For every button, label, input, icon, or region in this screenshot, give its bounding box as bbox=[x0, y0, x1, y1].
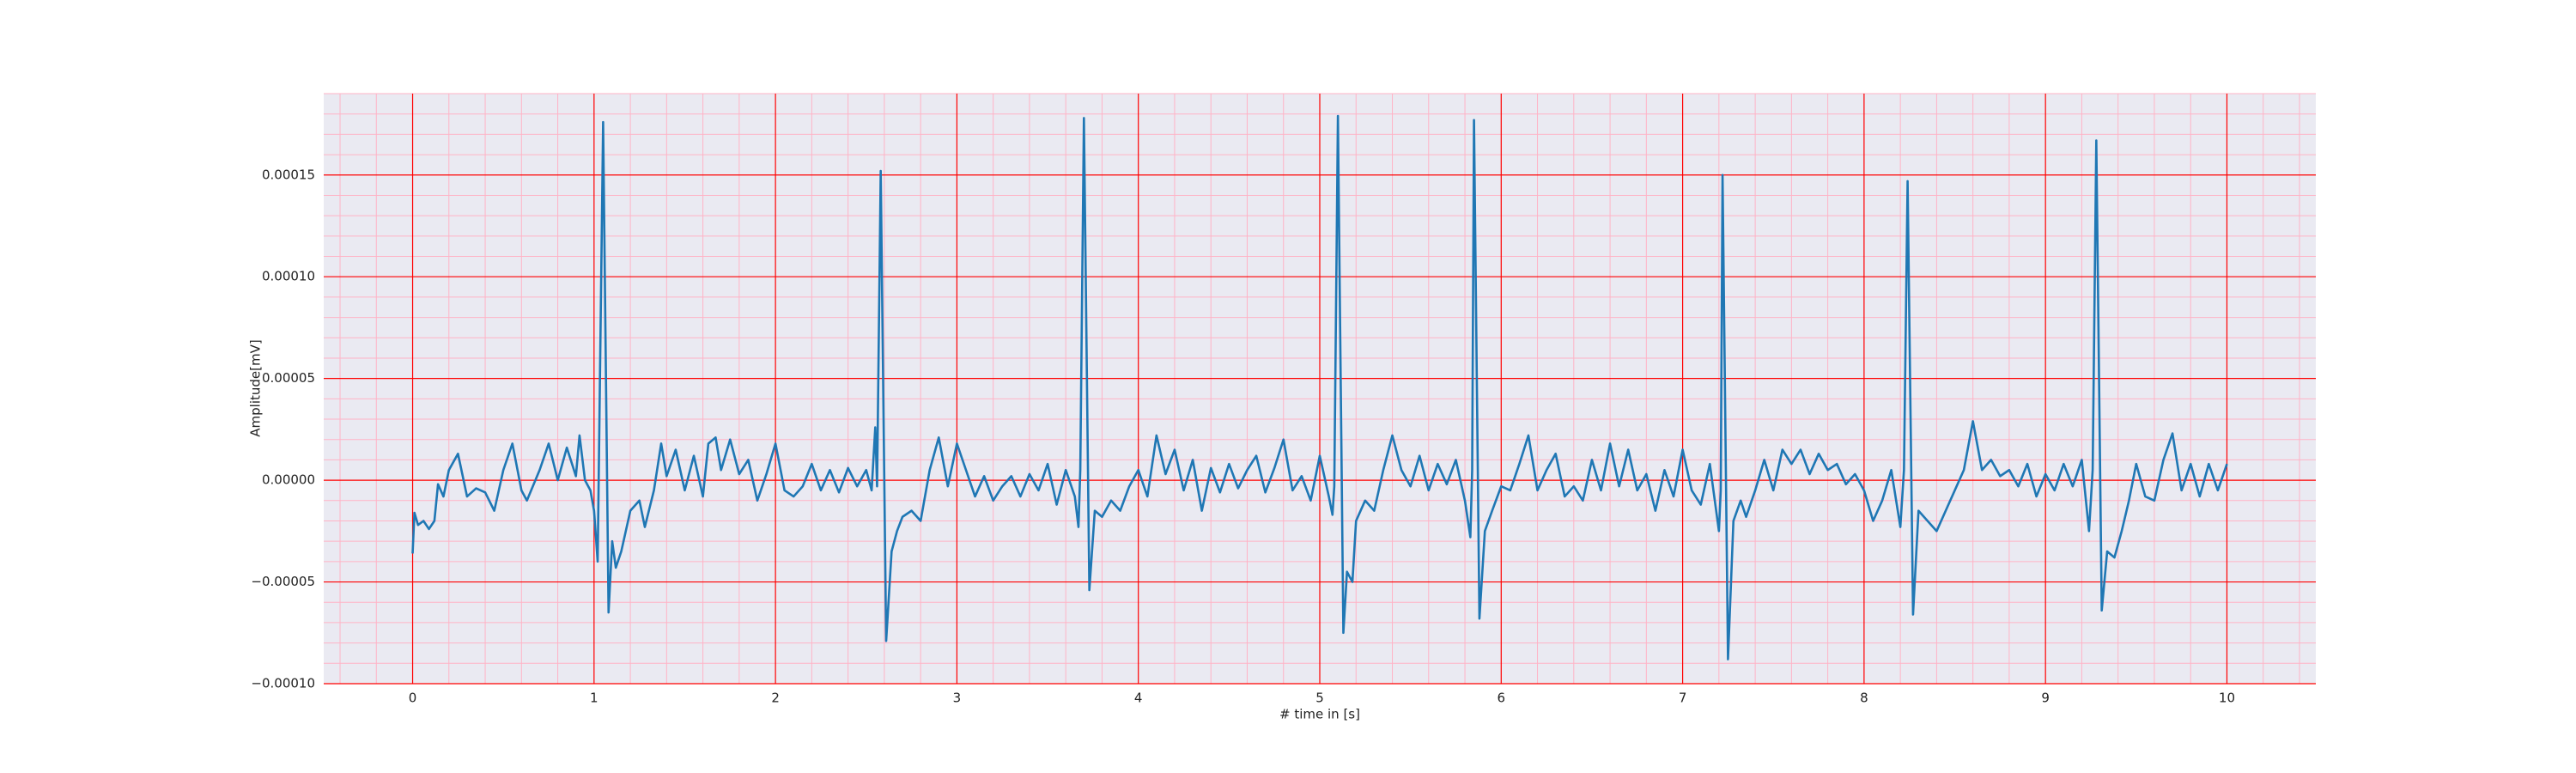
y-tick-label: 0.00000 bbox=[262, 472, 315, 488]
y-tick-label: 0.00005 bbox=[262, 370, 315, 386]
x-tick-label: 2 bbox=[771, 691, 780, 706]
x-tick-label: 1 bbox=[590, 691, 598, 706]
x-tick-label: 3 bbox=[953, 691, 962, 706]
x-tick-label: 5 bbox=[1315, 691, 1324, 706]
x-tick-label: 7 bbox=[1679, 691, 1687, 706]
y-tick-label: 0.00015 bbox=[262, 167, 315, 182]
signal-line bbox=[411, 114, 2228, 660]
x-axis-label: # time in [s] bbox=[1279, 707, 1360, 722]
x-tick-label: 4 bbox=[1134, 691, 1143, 706]
x-tick-label: 8 bbox=[1860, 691, 1868, 706]
y-tick-label: −0.00005 bbox=[251, 574, 315, 589]
y-tick-label: −0.00010 bbox=[251, 676, 315, 691]
y-tick-label: 0.00010 bbox=[262, 269, 315, 284]
x-tick-label: 0 bbox=[409, 691, 417, 706]
x-tick-label: 10 bbox=[2219, 691, 2235, 706]
y-axis-label: Amplitude[mV] bbox=[248, 339, 264, 436]
x-tick-label: 9 bbox=[2041, 691, 2050, 706]
x-tick-label: 6 bbox=[1498, 691, 1506, 706]
